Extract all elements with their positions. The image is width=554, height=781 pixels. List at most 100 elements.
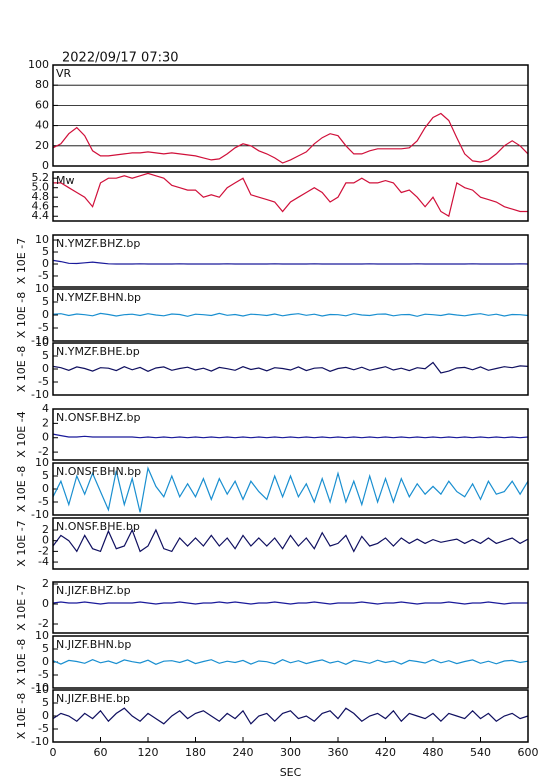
trace-label: N.ONSF.BHN.bp: [56, 465, 141, 478]
panel-frame: [52, 234, 529, 288]
y-tick-label: 4: [42, 402, 49, 415]
y-tick-label: -10: [31, 735, 49, 748]
y-tick-label: 2: [42, 416, 49, 429]
trace-label: N.YMZF.BHE.bp: [56, 345, 140, 358]
y-tick-label: 100: [28, 58, 49, 71]
y-tick-label: 10: [35, 456, 49, 469]
y-tick-label: -5: [38, 668, 49, 681]
x-tick-label: 120: [138, 746, 159, 759]
y-tick-label: 20: [35, 139, 49, 152]
y-tick-label: 5.0: [32, 181, 50, 194]
y-tick-label: -4: [38, 555, 49, 568]
trace-label: Mw: [56, 174, 75, 187]
y-tick-label: -10: [31, 388, 49, 401]
y-tick-label: 2: [42, 577, 49, 590]
panel-frame: [52, 171, 529, 222]
y-tick-label: 0: [42, 655, 49, 668]
trace-label: N.YMZF.BHN.bp: [56, 291, 141, 304]
y-tick-label: 5.2: [32, 171, 50, 184]
y-axis-label: X 10E -8: [15, 292, 28, 338]
y-tick-label: 10: [35, 683, 49, 696]
y-tick-label: 0: [42, 534, 49, 547]
y-axis-label: X 10E -8: [15, 466, 28, 512]
chart-title: 2022/09/17 07:30: [62, 51, 179, 66]
y-tick-label: 10: [35, 233, 49, 246]
trace: [52, 659, 529, 665]
trace-label: N.ONSF.BHE.bp: [56, 520, 140, 533]
panel-frame: [52, 581, 529, 634]
y-axis-label: X 10E -4: [15, 411, 28, 457]
y-tick-label: -5: [38, 495, 49, 508]
y-tick-label: 5: [42, 295, 49, 308]
y-tick-label: 60: [35, 98, 49, 111]
x-tick-label: 180: [185, 746, 206, 759]
trace: [52, 601, 528, 605]
y-tick-label: 80: [35, 78, 49, 91]
y-tick-label: 5: [42, 349, 49, 362]
y-tick-label: 5: [42, 696, 49, 709]
trace: [52, 707, 529, 725]
y-tick-label: 0: [42, 362, 49, 375]
y-tick-label: 2: [42, 523, 49, 536]
x-tick-label: 480: [423, 746, 444, 759]
y-tick-label: 0: [42, 257, 49, 270]
y-tick-label: 10: [35, 282, 49, 295]
y-tick-label: 0: [42, 482, 49, 495]
x-tick-label: 360: [328, 746, 349, 759]
y-tick-label: -2: [38, 617, 49, 630]
y-tick-label: 5: [42, 245, 49, 258]
y-axis-label: X 10E -8: [15, 346, 28, 392]
panel-frame: [52, 462, 529, 516]
x-tick-label: 240: [233, 746, 254, 759]
x-tick-label: 600: [518, 746, 539, 759]
trace-label: N.JIZF.BHZ.bp: [56, 584, 131, 597]
panel-frame: [52, 342, 529, 396]
y-tick-label: 4.8: [32, 190, 50, 203]
y-tick-label: -5: [38, 321, 49, 334]
y-tick-label: -10: [31, 508, 49, 521]
panel-frame: [52, 408, 529, 461]
y-tick-label: 10: [35, 629, 49, 642]
y-tick-label: -5: [38, 375, 49, 388]
trace: [52, 112, 529, 164]
trace-label: VR: [56, 67, 72, 80]
x-tick-label: 420: [375, 746, 396, 759]
panel-frame: [52, 635, 529, 689]
y-tick-label: -5: [38, 269, 49, 282]
y-axis-label: X 10E -7: [15, 520, 28, 566]
y-tick-label: 0: [42, 597, 49, 610]
y-tick-label: 0: [42, 431, 49, 444]
x-tick-label: 60: [94, 746, 108, 759]
trace: [52, 361, 529, 374]
x-axis-label: SEC: [280, 766, 302, 779]
y-tick-label: -5: [38, 722, 49, 735]
y-tick-label: 4.4: [32, 209, 50, 222]
y-tick-label: -2: [38, 445, 49, 458]
y-tick-label: 5: [42, 469, 49, 482]
y-tick-label: 0: [42, 308, 49, 321]
y-tick-label: -10: [31, 681, 49, 694]
y-axis-label: X 10E -7: [15, 584, 28, 630]
y-tick-label: -2: [38, 544, 49, 557]
y-tick-label: 0: [42, 709, 49, 722]
trace: [52, 528, 529, 553]
trace-label: N.YMZF.BHZ.bp: [56, 237, 140, 250]
y-tick-label: -10: [31, 334, 49, 347]
trace-label: N.ONSF.BHZ.bp: [56, 411, 140, 424]
y-axis-label: X 10E -8: [15, 639, 28, 685]
trace: [52, 259, 529, 265]
trace: [53, 172, 528, 218]
x-tick-label: 540: [470, 746, 491, 759]
panel-frame: [52, 64, 529, 167]
x-tick-label: 0: [50, 746, 57, 759]
y-tick-label: 5: [42, 642, 49, 655]
trace-label: N.JIZF.BHE.bp: [56, 692, 130, 705]
panel-frame: [52, 288, 529, 342]
trace: [52, 466, 529, 513]
y-axis-label: X 10E -7: [15, 238, 28, 284]
trace-label: N.JIZF.BHN.bp: [56, 638, 131, 651]
y-tick-label: 0: [42, 159, 49, 172]
trace: [52, 433, 529, 439]
y-tick-label: 10: [35, 336, 49, 349]
